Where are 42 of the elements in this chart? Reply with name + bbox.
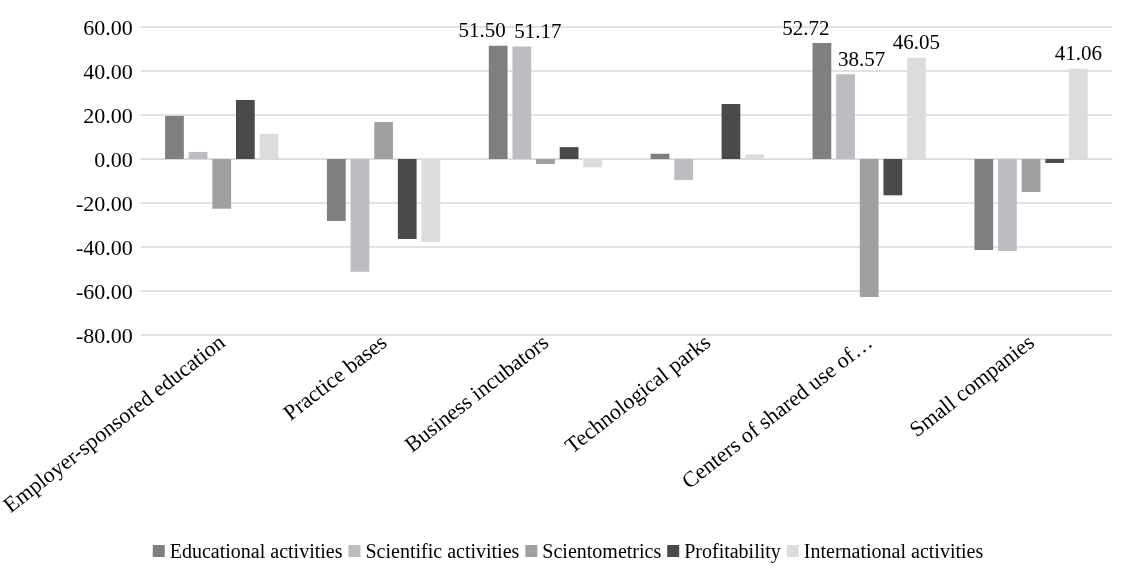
data-label: 46.05 [892, 30, 941, 55]
data-label: 52.72 [782, 15, 830, 40]
bar [374, 122, 393, 159]
legend-label: Scientific activities [365, 540, 520, 562]
data-label: 51.17 [514, 18, 562, 43]
bar [536, 159, 555, 165]
bar [165, 115, 184, 159]
bar [998, 159, 1017, 251]
data-label: 38.57 [837, 46, 886, 71]
bar [974, 159, 994, 251]
y-tick-label: -80.00 [75, 322, 133, 348]
bar [650, 153, 670, 159]
bar [1021, 159, 1041, 192]
bar [883, 159, 903, 196]
legend-label: International activities [803, 540, 984, 562]
y-tick-label: -20.00 [75, 190, 133, 216]
bar [326, 159, 346, 222]
bar [235, 100, 255, 159]
bar [512, 46, 532, 159]
bar [488, 45, 508, 159]
y-tick-label: 0.00 [94, 146, 133, 172]
y-tick-label: 60.00 [83, 14, 133, 40]
legend-label: Scientometrics [542, 540, 662, 562]
bar [859, 159, 879, 297]
bar [350, 159, 370, 272]
bar [721, 104, 741, 159]
legend-label: Profitability [684, 540, 781, 563]
bar [559, 147, 579, 159]
y-tick-label: 40.00 [83, 58, 133, 84]
bar [397, 159, 417, 240]
y-tick-label: -60.00 [75, 278, 133, 304]
bar [188, 151, 208, 159]
bar [1045, 159, 1065, 163]
y-tick-label: -40.00 [75, 234, 133, 260]
bar [674, 159, 694, 180]
bar [212, 159, 232, 209]
data-label: 51.50 [458, 18, 506, 43]
data-label: 41.06 [1054, 41, 1102, 66]
legend-label: Educational activities [169, 540, 343, 562]
y-tick-label: 20.00 [83, 102, 133, 128]
bar [812, 43, 832, 159]
bar [836, 74, 855, 159]
